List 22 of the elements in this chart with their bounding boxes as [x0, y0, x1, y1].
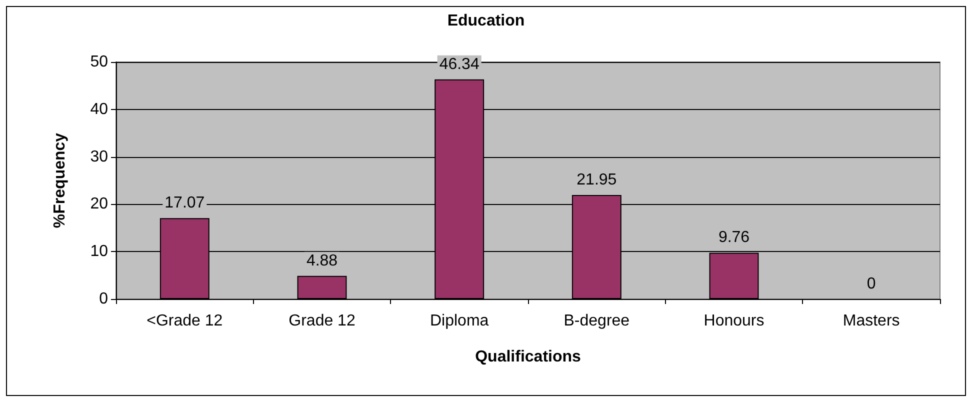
y-tick-label: 20 [90, 196, 108, 213]
data-label: 4.88 [306, 252, 338, 270]
x-tick-label: Masters [842, 312, 900, 330]
data-label: 9.76 [718, 229, 750, 246]
y-tick-label: 40 [90, 100, 108, 118]
bar [297, 276, 347, 299]
y-tick-label: 50 [90, 54, 108, 70]
x-axis-title: Qualifications [475, 348, 581, 366]
x-tick-label: Diploma [430, 312, 489, 330]
x-tick-label: Honours [704, 312, 764, 330]
chart-title: Education [447, 12, 525, 30]
y-tick-label: 30 [90, 148, 108, 166]
data-label: 0 [866, 276, 876, 292]
y-tick-label: 0 [99, 290, 108, 308]
x-tick-label: <Grade 12 [146, 312, 223, 330]
data-label: 21.95 [576, 171, 617, 188]
x-tick-label: Grade 12 [288, 312, 356, 330]
x-tick-label: B-degree [564, 312, 630, 330]
data-label: 17.07 [164, 194, 205, 212]
y-tick-label: 10 [90, 243, 108, 260]
data-label: 46.34 [439, 56, 480, 73]
y-axis-title: %Frequency [52, 132, 68, 228]
